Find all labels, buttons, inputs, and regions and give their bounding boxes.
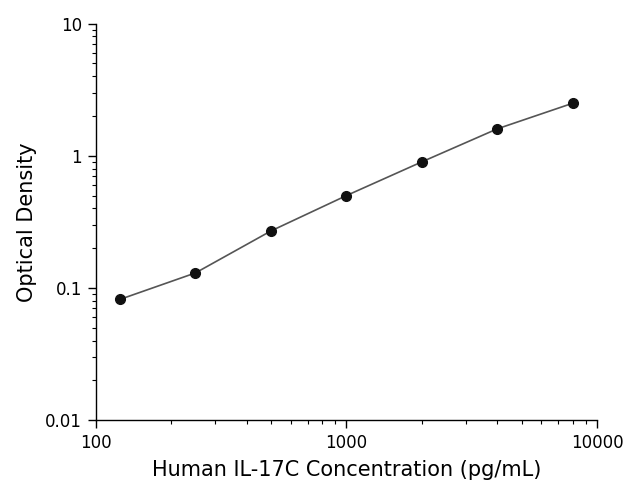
X-axis label: Human IL-17C Concentration (pg/mL): Human IL-17C Concentration (pg/mL) [152, 460, 541, 480]
Y-axis label: Optical Density: Optical Density [17, 142, 36, 302]
